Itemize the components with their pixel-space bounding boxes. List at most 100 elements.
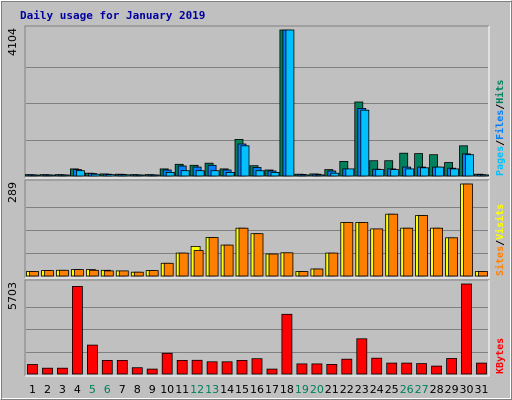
bar-kbytes-day-18: [281, 313, 293, 375]
bar-sites-day-15: [238, 227, 249, 277]
bar-sites-day-19: [298, 271, 309, 277]
bar-kbytes-day-6: [101, 359, 113, 375]
bar-kbytes-day-1: [27, 364, 38, 375]
bar-pages-day-27: [420, 167, 430, 177]
bar-sites-day-30: [463, 183, 473, 277]
y-max-label: 5703: [6, 282, 19, 310]
x-tick-label-day-9: 9: [149, 383, 156, 396]
axis-label-hits_files_pages: Pages/Files/Hits: [494, 80, 506, 176]
bar-pages-day-6: [105, 174, 115, 177]
series-kbytes: [27, 283, 487, 375]
bar-pages-day-15: [240, 145, 250, 177]
bar-sites-day-6: [103, 270, 114, 277]
bar-pages-day-7: [120, 174, 130, 177]
bar-pages-day-19: [300, 174, 310, 177]
bar-kbytes-day-4: [72, 285, 83, 375]
x-tick-label-day-17: 17: [265, 383, 279, 396]
bar-pages-day-12: [195, 170, 205, 177]
bar-sites-day-24: [373, 228, 384, 277]
x-tick-label-day-7: 7: [119, 383, 126, 396]
axis-label-part: Files: [494, 110, 506, 140]
panel-kbytes: 5703 KBytes: [6, 279, 506, 377]
bar-kbytes-day-15: [236, 359, 248, 375]
bar-pages-day-5: [91, 173, 100, 177]
axis-label-part: /: [495, 140, 506, 146]
x-tick-label-day-6: 6: [104, 383, 111, 396]
y-max-label: 4104: [6, 28, 19, 56]
x-tick-label-day-23: 23: [355, 383, 369, 396]
x-tick-label-day-16: 16: [250, 383, 264, 396]
bar-sites-day-4: [74, 269, 84, 277]
axis-label-kbytes: KBytes: [495, 338, 506, 374]
x-tick-label-day-2: 2: [44, 383, 51, 396]
bar-sites-day-25: [388, 213, 399, 277]
bar-pages-day-26: [405, 168, 415, 177]
bar-kbytes-day-28: [431, 365, 443, 375]
x-tick-label-day-11: 11: [175, 383, 189, 396]
axis-label-sites_visits: Sites/Visits: [494, 204, 506, 276]
bar-sites-day-22: [343, 222, 354, 277]
axis-label-part: Pages: [495, 146, 506, 176]
bar-kbytes-day-31: [476, 362, 487, 375]
bar-kbytes-day-17: [266, 368, 278, 375]
bar-sites-day-12: [193, 250, 204, 277]
x-tick-label-day-14: 14: [220, 383, 234, 396]
panel-sites_visits: 289 Sites/Visits: [6, 179, 506, 279]
panel-border-dark: [24, 25, 489, 178]
panel-background: [25, 26, 489, 178]
bar-pages-day-18: [285, 29, 295, 177]
bar-kbytes-day-25: [386, 362, 398, 375]
bar-pages-day-4: [76, 170, 85, 177]
axis-label-part: Hits: [494, 80, 506, 104]
x-tick-label-day-4: 4: [74, 383, 81, 396]
bar-sites-day-17: [268, 253, 279, 277]
bar-sites-day-20: [313, 268, 324, 277]
bar-sites-day-7: [118, 270, 129, 277]
bar-pages-day-2: [46, 174, 55, 177]
x-tick-label-day-3: 3: [59, 383, 66, 396]
bar-pages-day-21: [330, 172, 340, 177]
bar-sites-day-31: [478, 271, 488, 277]
bar-pages-day-9: [150, 174, 160, 177]
x-tick-label-day-1: 1: [29, 383, 36, 396]
x-tick-label-day-28: 28: [430, 383, 444, 396]
x-tick-label-day-20: 20: [310, 383, 324, 396]
bar-pages-day-3: [61, 174, 70, 177]
bar-pages-day-17: [270, 171, 280, 177]
axis-label-part: /: [495, 104, 506, 110]
x-tick-label-day-18: 18: [280, 383, 294, 396]
bar-sites-day-21: [328, 252, 339, 277]
axis-label-part: Visits: [494, 204, 506, 240]
bar-sites-day-3: [59, 269, 69, 277]
bar-sites-day-14: [223, 244, 234, 277]
bar-pages-day-20: [315, 174, 325, 177]
bar-kbytes-day-29: [446, 358, 458, 375]
bar-pages-day-28: [435, 166, 445, 177]
bar-kbytes-day-27: [416, 363, 428, 375]
x-tick-label-day-19: 19: [295, 383, 309, 396]
x-tick-label-day-5: 5: [89, 383, 96, 396]
bar-kbytes-day-26: [401, 362, 413, 375]
bar-pages-day-16: [255, 170, 265, 177]
x-tick-label-day-30: 30: [460, 383, 474, 396]
bar-kbytes-day-12: [191, 359, 203, 375]
bar-kbytes-day-23: [356, 338, 368, 375]
bar-pages-day-10: [165, 171, 175, 177]
panel-border-light: [25, 26, 490, 179]
bar-pages-day-25: [390, 169, 400, 177]
bar-kbytes-day-16: [251, 358, 263, 375]
bar-kbytes-day-30: [461, 283, 472, 375]
panel-border-dark: [24, 279, 489, 376]
bar-pages-day-22: [345, 168, 355, 177]
x-tick-label-day-27: 27: [415, 383, 429, 396]
bar-sites-day-2: [44, 270, 54, 277]
bar-kbytes-day-10: [161, 352, 173, 375]
axis-label-part: KBytes: [495, 338, 506, 374]
bar-sites-day-23: [358, 222, 369, 277]
x-tick-label-day-10: 10: [160, 383, 174, 396]
bar-kbytes-day-7: [116, 359, 128, 375]
